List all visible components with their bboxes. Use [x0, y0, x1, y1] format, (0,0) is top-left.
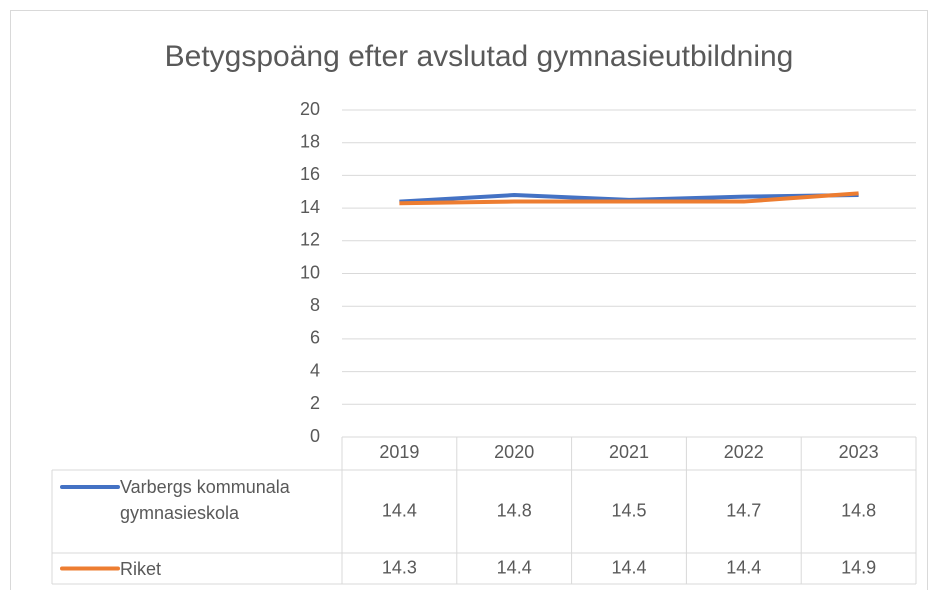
series-line — [399, 191, 859, 206]
y-tick-label: 4 — [310, 360, 320, 380]
legend-label: Varbergs kommunala gymnasieskola — [120, 477, 290, 523]
table-value: 14.8 — [841, 500, 876, 520]
legend-label: Riket — [120, 558, 162, 579]
table-value: 14.4 — [382, 500, 417, 520]
y-tick-label: 2 — [310, 393, 320, 413]
x-tick-label: 2019 — [379, 442, 419, 462]
table-value: 14.3 — [382, 557, 417, 577]
x-tick-label: 2022 — [724, 442, 764, 462]
y-tick-label: 20 — [300, 99, 320, 119]
y-tick-label: 6 — [310, 328, 320, 348]
y-tick-label: 10 — [300, 262, 320, 282]
x-tick-label: 2020 — [494, 442, 534, 462]
table-value: 14.4 — [611, 557, 646, 577]
table-value: 14.5 — [611, 500, 646, 520]
x-tick-label: 2021 — [609, 442, 649, 462]
table-value: 14.4 — [726, 557, 761, 577]
chart-border — [10, 10, 928, 590]
y-tick-label: 8 — [310, 295, 320, 315]
y-tick-label: 12 — [300, 230, 320, 250]
table-value: 14.8 — [497, 500, 532, 520]
y-tick-label: 18 — [300, 131, 320, 151]
table-value: 14.7 — [726, 500, 761, 520]
y-tick-label: 14 — [300, 197, 320, 217]
table-value: 14.4 — [497, 557, 532, 577]
x-tick-label: 2023 — [839, 442, 879, 462]
y-tick-label: 16 — [300, 164, 320, 184]
y-tick-label: 0 — [310, 426, 320, 446]
chart-title: Betygspoäng efter avslutad gymnasieutbil… — [165, 40, 794, 73]
table-value: 14.9 — [841, 557, 876, 577]
